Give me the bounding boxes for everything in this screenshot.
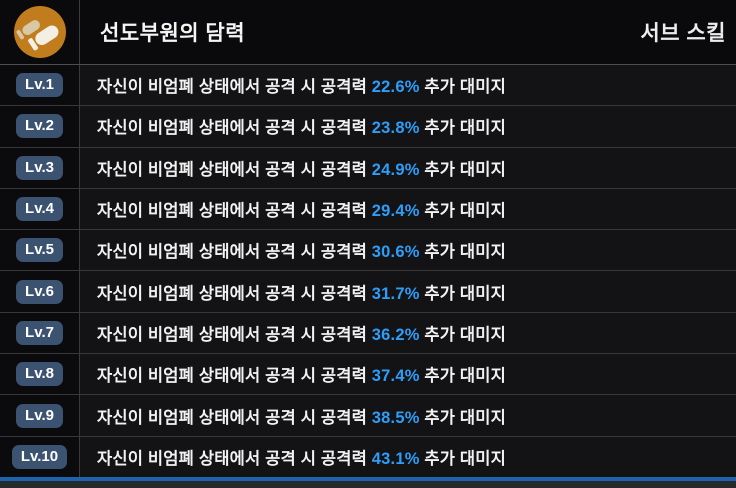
level-badge: Lv.1: [16, 73, 63, 98]
description-suffix: 추가 대미지: [419, 119, 507, 138]
level-badge-cell: Lv.9: [0, 395, 80, 436]
bottom-gray-bar: [0, 481, 736, 488]
damage-percent-value: 43.1%: [371, 449, 420, 468]
skill-description: 자신이 비엄폐 상태에서 공격 시 공격력 38.5% 추가 대미지: [80, 404, 506, 428]
description-suffix: 추가 대미지: [419, 449, 507, 468]
damage-percent-value: 31.7%: [371, 284, 420, 303]
description-prefix: 자신이 비엄폐 상태에서 공격 시 공격력: [97, 243, 372, 262]
level-badge: Lv.8: [16, 362, 63, 387]
level-badge: Lv.9: [16, 403, 63, 428]
skill-description: 자신이 비엄폐 상태에서 공격 시 공격력 37.4% 추가 대미지: [80, 362, 506, 386]
level-badge-cell: Lv.2: [0, 106, 80, 147]
bullets-icon: [13, 6, 66, 58]
skill-level-row: Lv.6 자신이 비엄폐 상태에서 공격 시 공격력 31.7% 추가 대미지: [0, 271, 736, 313]
level-badge: Lv.7: [16, 320, 63, 345]
description-prefix: 자신이 비엄폐 상태에서 공격 시 공격력: [97, 284, 372, 303]
description-prefix: 자신이 비엄폐 상태에서 공격 시 공격력: [97, 325, 372, 344]
damage-percent-value: 37.4%: [371, 367, 420, 386]
damage-percent-value: 29.4%: [371, 202, 420, 221]
damage-percent-value: 38.5%: [371, 408, 420, 427]
skill-level-row: Lv.4 자신이 비엄폐 상태에서 공격 시 공격력 29.4% 추가 대미지: [0, 188, 736, 231]
description-suffix: 추가 대미지: [419, 243, 507, 262]
description-suffix: 추가 대미지: [419, 78, 507, 97]
level-badge: Lv.5: [16, 238, 63, 263]
description-suffix: 추가 대미지: [419, 202, 507, 221]
level-badge-cell: Lv.4: [0, 188, 80, 230]
description-suffix: 추가 대미지: [419, 160, 507, 179]
level-badge-cell: Lv.10: [0, 436, 80, 477]
skill-level-row: Lv.2 자신이 비엄폐 상태에서 공격 시 공격력 23.8% 추가 대미지: [0, 106, 736, 148]
description-suffix: 추가 대미지: [419, 367, 507, 386]
level-badge: Lv.2: [16, 114, 63, 139]
damage-percent-value: 36.2%: [371, 325, 420, 344]
description-suffix: 추가 대미지: [419, 408, 507, 427]
description-prefix: 자신이 비엄폐 상태에서 공격 시 공격력: [97, 160, 372, 179]
level-badge: Lv.3: [16, 155, 63, 180]
description-suffix: 추가 대미지: [419, 325, 507, 344]
skill-description: 자신이 비엄폐 상태에서 공격 시 공격력 22.6% 추가 대미지: [80, 73, 506, 97]
skill-description: 자신이 비엄폐 상태에서 공격 시 공격력 43.1% 추가 대미지: [80, 445, 506, 469]
skill-category-label: 서브 스킬: [640, 22, 726, 45]
level-badge-cell: Lv.7: [0, 312, 80, 354]
level-badge: Lv.10: [11, 444, 68, 469]
damage-percent-value: 30.6%: [371, 243, 420, 262]
skill-level-row: Lv.1 자신이 비엄폐 상태에서 공격 시 공격력 22.6% 추가 대미지: [0, 65, 736, 107]
skill-description: 자신이 비엄폐 상태에서 공격 시 공격력 31.7% 추가 대미지: [80, 280, 506, 304]
skill-description: 자신이 비엄폐 상태에서 공격 시 공격력 30.6% 추가 대미지: [80, 238, 506, 262]
skill-level-row: Lv.10 자신이 비엄폐 상태에서 공격 시 공격력 43.1% 추가 대미지: [0, 436, 736, 477]
description-prefix: 자신이 비엄폐 상태에서 공격 시 공격력: [97, 119, 372, 138]
bottom-accent-bar: [0, 477, 736, 481]
damage-percent-value: 23.8%: [371, 119, 420, 138]
level-badge-cell: Lv.5: [0, 230, 80, 271]
damage-percent-value: 22.6%: [371, 78, 420, 97]
skill-level-row: Lv.8 자신이 비엄폐 상태에서 공격 시 공격력 37.4% 추가 대미지: [0, 354, 736, 396]
skill-level-row: Lv.7 자신이 비엄폐 상태에서 공격 시 공격력 36.2% 추가 대미지: [0, 312, 736, 355]
level-badge-cell: Lv.1: [0, 65, 80, 106]
skill-description: 자신이 비엄폐 상태에서 공격 시 공격력 29.4% 추가 대미지: [80, 197, 506, 221]
level-badge-cell: Lv.6: [0, 271, 80, 312]
description-prefix: 자신이 비엄폐 상태에서 공격 시 공격력: [97, 367, 372, 386]
skill-title: 선도부원의 담력: [100, 22, 246, 45]
description-suffix: 추가 대미지: [419, 284, 507, 303]
skill-level-row: Lv.3 자신이 비엄폐 상태에서 공격 시 공격력 24.9% 추가 대미지: [0, 147, 736, 189]
description-prefix: 자신이 비엄폐 상태에서 공격 시 공격력: [97, 78, 372, 97]
description-prefix: 자신이 비엄폐 상태에서 공격 시 공격력: [97, 449, 372, 468]
skill-header: 선도부원의 담력 서브 스킬: [0, 0, 736, 65]
level-badge-cell: Lv.8: [0, 354, 80, 395]
damage-percent-value: 24.9%: [371, 160, 420, 179]
level-badge: Lv.4: [16, 197, 63, 222]
level-badge: Lv.6: [16, 279, 63, 304]
skill-level-row: Lv.5 자신이 비엄폐 상태에서 공격 시 공격력 30.6% 추가 대미지: [0, 230, 736, 272]
skill-level-list: Lv.1 자신이 비엄폐 상태에서 공격 시 공격력 22.6% 추가 대미지 …: [0, 65, 736, 477]
skill-description: 자신이 비엄폐 상태에서 공격 시 공격력 36.2% 추가 대미지: [80, 321, 506, 345]
skill-level-row: Lv.9 자신이 비엄폐 상태에서 공격 시 공격력 38.5% 추가 대미지: [0, 395, 736, 437]
skill-description: 자신이 비엄폐 상태에서 공격 시 공격력 24.9% 추가 대미지: [80, 156, 506, 180]
skill-icon-cell: [0, 0, 80, 64]
description-prefix: 자신이 비엄폐 상태에서 공격 시 공격력: [97, 408, 372, 427]
description-prefix: 자신이 비엄폐 상태에서 공격 시 공격력: [97, 202, 372, 221]
skill-description: 자신이 비엄폐 상태에서 공격 시 공격력 23.8% 추가 대미지: [80, 114, 506, 138]
level-badge-cell: Lv.3: [0, 147, 80, 188]
